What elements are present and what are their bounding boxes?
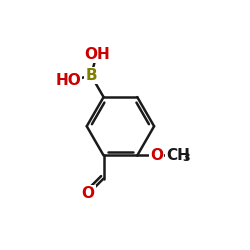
Text: O: O (150, 148, 163, 163)
Text: HO: HO (55, 72, 81, 88)
Text: B: B (85, 68, 97, 83)
Text: CH: CH (166, 148, 190, 163)
Text: O: O (81, 186, 94, 201)
Text: 3: 3 (182, 153, 190, 163)
Text: OH: OH (84, 47, 110, 62)
